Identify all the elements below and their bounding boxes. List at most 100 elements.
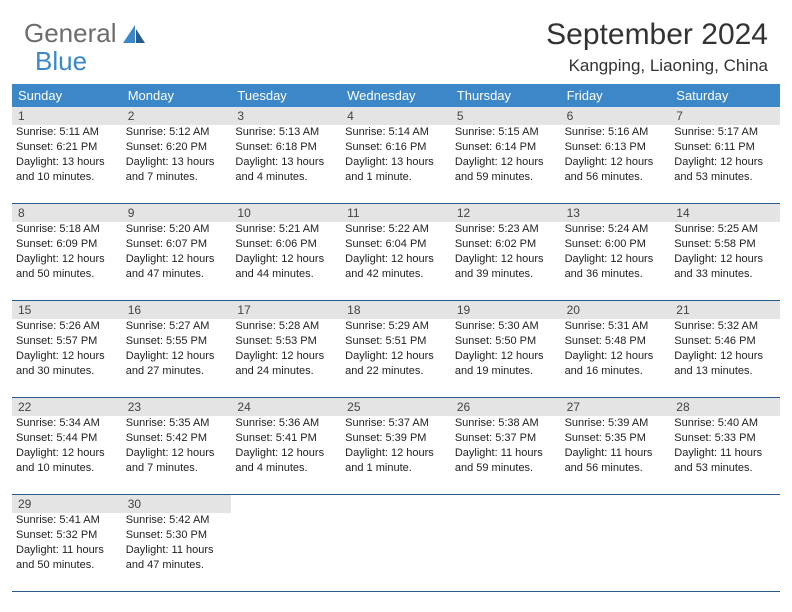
- sunset-line: Sunset: 5:51 PM: [345, 334, 447, 349]
- day-number: 20: [561, 301, 671, 319]
- day-number: [670, 495, 780, 513]
- sunrise-line: Sunrise: 5:34 AM: [16, 416, 118, 431]
- day-number-row: 22232425262728: [12, 398, 780, 416]
- day-cell: Sunrise: 5:37 AMSunset: 5:39 PMDaylight:…: [341, 416, 451, 494]
- day-cell: Sunrise: 5:14 AMSunset: 6:16 PMDaylight:…: [341, 125, 451, 203]
- daylight-line: Daylight: 11 hours and 56 minutes.: [565, 446, 667, 476]
- day-content-row: Sunrise: 5:18 AMSunset: 6:09 PMDaylight:…: [12, 222, 780, 300]
- day-number: 24: [231, 398, 341, 416]
- day-cell: [231, 513, 341, 591]
- sunset-line: Sunset: 6:16 PM: [345, 140, 447, 155]
- sunset-line: Sunset: 5:39 PM: [345, 431, 447, 446]
- day-cell: [451, 513, 561, 591]
- day-number: 7: [670, 107, 780, 125]
- day-number: 27: [561, 398, 671, 416]
- day-cell: Sunrise: 5:31 AMSunset: 5:48 PMDaylight:…: [561, 319, 671, 397]
- weekday-sunday: Sunday: [12, 84, 122, 107]
- day-cell: Sunrise: 5:32 AMSunset: 5:46 PMDaylight:…: [670, 319, 780, 397]
- day-number: 14: [670, 204, 780, 222]
- sunrise-line: Sunrise: 5:42 AM: [126, 513, 228, 528]
- sunset-line: Sunset: 5:32 PM: [16, 528, 118, 543]
- logo-sail-icon: [121, 23, 147, 45]
- week-block: 891011121314Sunrise: 5:18 AMSunset: 6:09…: [12, 204, 780, 301]
- day-number: 13: [561, 204, 671, 222]
- day-cell: Sunrise: 5:16 AMSunset: 6:13 PMDaylight:…: [561, 125, 671, 203]
- day-cell: Sunrise: 5:11 AMSunset: 6:21 PMDaylight:…: [12, 125, 122, 203]
- day-cell: [341, 513, 451, 591]
- daylight-line: Daylight: 12 hours and 16 minutes.: [565, 349, 667, 379]
- day-cell: Sunrise: 5:26 AMSunset: 5:57 PMDaylight:…: [12, 319, 122, 397]
- sunrise-line: Sunrise: 5:24 AM: [565, 222, 667, 237]
- daylight-line: Daylight: 12 hours and 59 minutes.: [455, 155, 557, 185]
- day-cell: Sunrise: 5:36 AMSunset: 5:41 PMDaylight:…: [231, 416, 341, 494]
- day-cell: Sunrise: 5:21 AMSunset: 6:06 PMDaylight:…: [231, 222, 341, 300]
- daylight-line: Daylight: 12 hours and 4 minutes.: [235, 446, 337, 476]
- daylight-line: Daylight: 12 hours and 1 minute.: [345, 446, 447, 476]
- logo-text-1: General: [24, 18, 117, 49]
- sunrise-line: Sunrise: 5:29 AM: [345, 319, 447, 334]
- sunrise-line: Sunrise: 5:25 AM: [674, 222, 776, 237]
- day-cell: Sunrise: 5:28 AMSunset: 5:53 PMDaylight:…: [231, 319, 341, 397]
- day-number: 15: [12, 301, 122, 319]
- sunrise-line: Sunrise: 5:13 AM: [235, 125, 337, 140]
- daylight-line: Daylight: 12 hours and 39 minutes.: [455, 252, 557, 282]
- sunset-line: Sunset: 6:13 PM: [565, 140, 667, 155]
- day-number: 8: [12, 204, 122, 222]
- sunset-line: Sunset: 6:04 PM: [345, 237, 447, 252]
- sunset-line: Sunset: 5:53 PM: [235, 334, 337, 349]
- day-number: 28: [670, 398, 780, 416]
- weekday-thursday: Thursday: [451, 84, 561, 107]
- day-number: 9: [122, 204, 232, 222]
- sunrise-line: Sunrise: 5:38 AM: [455, 416, 557, 431]
- day-number: [231, 495, 341, 513]
- sunrise-line: Sunrise: 5:12 AM: [126, 125, 228, 140]
- day-content-row: Sunrise: 5:34 AMSunset: 5:44 PMDaylight:…: [12, 416, 780, 494]
- day-number: 1: [12, 107, 122, 125]
- day-number: 18: [341, 301, 451, 319]
- sunset-line: Sunset: 5:50 PM: [455, 334, 557, 349]
- daylight-line: Daylight: 13 hours and 1 minute.: [345, 155, 447, 185]
- weekday-tuesday: Tuesday: [231, 84, 341, 107]
- day-number: 16: [122, 301, 232, 319]
- day-number: 26: [451, 398, 561, 416]
- daylight-line: Daylight: 12 hours and 13 minutes.: [674, 349, 776, 379]
- sunset-line: Sunset: 5:42 PM: [126, 431, 228, 446]
- day-number: 3: [231, 107, 341, 125]
- weekday-monday: Monday: [122, 84, 232, 107]
- sunrise-line: Sunrise: 5:40 AM: [674, 416, 776, 431]
- day-cell: Sunrise: 5:38 AMSunset: 5:37 PMDaylight:…: [451, 416, 561, 494]
- daylight-line: Daylight: 12 hours and 33 minutes.: [674, 252, 776, 282]
- sunrise-line: Sunrise: 5:23 AM: [455, 222, 557, 237]
- daylight-line: Daylight: 12 hours and 7 minutes.: [126, 446, 228, 476]
- sunrise-line: Sunrise: 5:11 AM: [16, 125, 118, 140]
- daylight-line: Daylight: 12 hours and 53 minutes.: [674, 155, 776, 185]
- sunset-line: Sunset: 5:30 PM: [126, 528, 228, 543]
- day-content-row: Sunrise: 5:26 AMSunset: 5:57 PMDaylight:…: [12, 319, 780, 397]
- day-cell: Sunrise: 5:42 AMSunset: 5:30 PMDaylight:…: [122, 513, 232, 591]
- sunset-line: Sunset: 6:07 PM: [126, 237, 228, 252]
- day-cell: Sunrise: 5:12 AMSunset: 6:20 PMDaylight:…: [122, 125, 232, 203]
- day-content-row: Sunrise: 5:41 AMSunset: 5:32 PMDaylight:…: [12, 513, 780, 591]
- day-number: 11: [341, 204, 451, 222]
- sunset-line: Sunset: 6:21 PM: [16, 140, 118, 155]
- day-number: 19: [451, 301, 561, 319]
- daylight-line: Daylight: 12 hours and 36 minutes.: [565, 252, 667, 282]
- daylight-line: Daylight: 12 hours and 47 minutes.: [126, 252, 228, 282]
- sunrise-line: Sunrise: 5:39 AM: [565, 416, 667, 431]
- day-cell: Sunrise: 5:29 AMSunset: 5:51 PMDaylight:…: [341, 319, 451, 397]
- day-cell: Sunrise: 5:18 AMSunset: 6:09 PMDaylight:…: [12, 222, 122, 300]
- day-number: 29: [12, 495, 122, 513]
- sunrise-line: Sunrise: 5:41 AM: [16, 513, 118, 528]
- sunset-line: Sunset: 5:41 PM: [235, 431, 337, 446]
- logo-text-2: Blue: [35, 46, 87, 77]
- day-number: 12: [451, 204, 561, 222]
- sunrise-line: Sunrise: 5:22 AM: [345, 222, 447, 237]
- location: Kangping, Liaoning, China: [546, 56, 768, 76]
- sunset-line: Sunset: 5:55 PM: [126, 334, 228, 349]
- day-cell: Sunrise: 5:25 AMSunset: 5:58 PMDaylight:…: [670, 222, 780, 300]
- daylight-line: Daylight: 12 hours and 27 minutes.: [126, 349, 228, 379]
- sunrise-line: Sunrise: 5:26 AM: [16, 319, 118, 334]
- day-number: 22: [12, 398, 122, 416]
- day-cell: Sunrise: 5:22 AMSunset: 6:04 PMDaylight:…: [341, 222, 451, 300]
- daylight-line: Daylight: 12 hours and 19 minutes.: [455, 349, 557, 379]
